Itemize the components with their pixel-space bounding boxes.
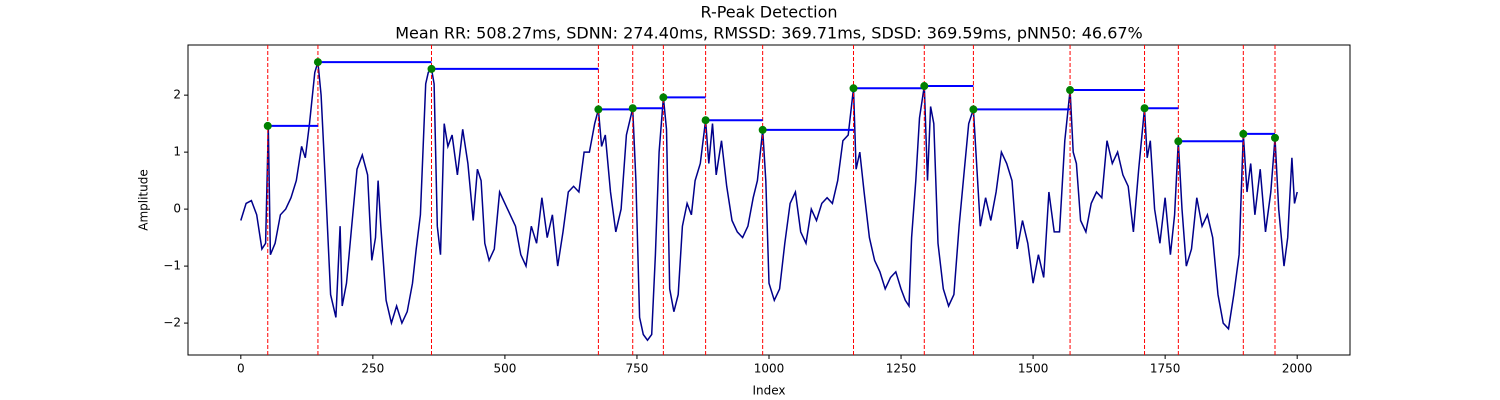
x-tick-label: 250 xyxy=(361,362,384,376)
x-tick-label: 0 xyxy=(237,362,245,376)
y-tick-label: 0 xyxy=(173,202,181,216)
x-tick-label: 750 xyxy=(626,362,649,376)
x-tick-label: 2000 xyxy=(1282,362,1313,376)
peak-point xyxy=(701,116,710,125)
peak-point xyxy=(263,121,272,130)
y-tick-label: 1 xyxy=(173,145,181,159)
x-axis-label: Index xyxy=(752,384,785,398)
x-tick-label: 1000 xyxy=(754,362,785,376)
peak-point xyxy=(313,58,322,67)
y-tick-label: −1 xyxy=(163,259,181,273)
y-axis-label: Amplitude xyxy=(137,169,151,231)
peak-point xyxy=(1270,133,1279,142)
chart-title: R-Peak Detection xyxy=(700,3,837,22)
peak-point xyxy=(1066,86,1075,95)
peak-point xyxy=(969,105,978,114)
peak-point xyxy=(659,93,668,102)
x-tick-label: 1500 xyxy=(1018,362,1049,376)
y-tick-label: 2 xyxy=(173,88,181,102)
signal-line xyxy=(240,61,1298,342)
chart-subtitle: Mean RR: 508.27ms, SDNN: 274.40ms, RMSSD… xyxy=(395,24,1143,43)
peak-point xyxy=(628,104,637,113)
peak-point xyxy=(758,125,767,134)
peak-point xyxy=(920,82,929,91)
peak-point xyxy=(1174,137,1183,146)
y-tick-label: −2 xyxy=(163,316,181,330)
peak-point xyxy=(594,105,603,114)
peak-point xyxy=(427,64,436,73)
x-tick-label: 500 xyxy=(493,362,516,376)
peak-point xyxy=(1140,104,1149,113)
x-tick-label: 1750 xyxy=(1150,362,1181,376)
peak-point xyxy=(1239,129,1248,138)
peak-point xyxy=(849,84,858,93)
x-tick-label: 1250 xyxy=(886,362,917,376)
